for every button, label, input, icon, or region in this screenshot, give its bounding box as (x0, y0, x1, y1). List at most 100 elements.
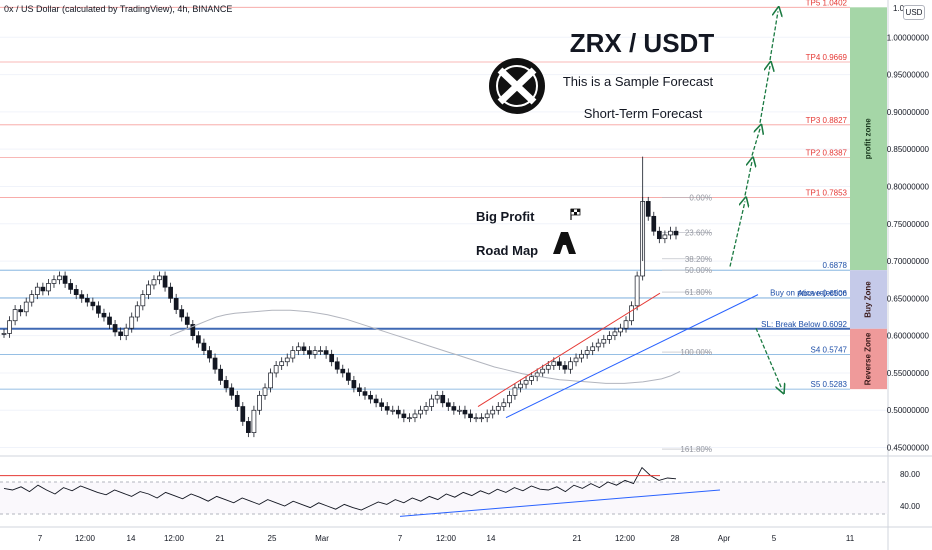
price-tick: 0.95000000 (887, 71, 930, 80)
candle-body (551, 361, 557, 366)
candle-body (357, 387, 362, 392)
candle-body (323, 350, 329, 355)
candle-body (307, 350, 312, 355)
fib-label: 38.20% (685, 255, 712, 264)
price-tick: 0.55000000 (887, 369, 930, 378)
level-label: Buy on price rejection (770, 288, 847, 297)
candle-body (584, 350, 590, 355)
candle-body (134, 305, 140, 318)
time-tick: 12:00 (164, 534, 185, 543)
candle-body (146, 284, 151, 295)
chart-title: ZRX / USDT (570, 28, 715, 58)
candle-body (651, 215, 657, 232)
fib-label: 161.80% (680, 445, 712, 454)
zone-label: Buy Zone (864, 281, 873, 318)
candle-body (168, 286, 173, 299)
candle-body (257, 394, 262, 411)
candle-body (240, 406, 246, 422)
level-label: TP2 0.8387 (806, 149, 848, 158)
candle-body (262, 387, 268, 396)
time-axis: 7 12:00 14 12:00 21 25 Mar 7 12:00 14 21 12:00 28 Apr… (38, 534, 855, 543)
candle-body (295, 346, 301, 351)
candle-body (107, 316, 112, 325)
candle-body (212, 357, 218, 370)
candle-body (668, 230, 673, 236)
candle-body (595, 342, 601, 348)
candle-body (318, 350, 323, 352)
candle-body (1, 333, 7, 335)
candle-body (445, 402, 451, 407)
time-tick: 12:00 (436, 534, 457, 543)
flag-icon (570, 208, 581, 220)
rsi-pane: 80.00 40.00 (0, 466, 921, 517)
candle-body (112, 324, 118, 333)
candle-body (62, 275, 68, 284)
candle-body (173, 298, 179, 310)
candle-body (490, 409, 496, 415)
candle-body (29, 294, 35, 303)
candle-body (673, 230, 679, 236)
candle-body (268, 372, 273, 389)
candle-body (129, 316, 135, 329)
candle-body (568, 361, 573, 370)
level-label: TP4 0.9669 (806, 53, 848, 62)
time-tick: 5 (772, 534, 777, 543)
road-line-2: Road Map (476, 243, 538, 258)
channel-upper (477, 292, 661, 407)
candle-body (523, 380, 529, 385)
moving-average-line (169, 309, 681, 384)
candle-body (251, 409, 257, 433)
candle-body (362, 391, 368, 396)
candle-body (123, 327, 129, 337)
time-tick: 11 (846, 534, 855, 543)
time-tick: 28 (671, 534, 680, 543)
candle-body (23, 301, 29, 313)
time-tick: 14 (127, 534, 136, 543)
zone-2 (850, 328, 887, 390)
time-tick: 12:00 (615, 534, 636, 543)
currency-button[interactable]: USD (903, 5, 925, 20)
candle-body (407, 417, 412, 420)
forecast-arrow (729, 201, 745, 267)
candle-body (440, 394, 446, 404)
candle-body (540, 368, 546, 374)
zone-label: profit zone (864, 118, 873, 159)
logo-cross (497, 67, 537, 105)
candle-body (451, 406, 457, 411)
price-tick: 0.85000000 (887, 145, 930, 154)
logo-ring (496, 65, 538, 107)
candle-body (96, 305, 101, 314)
candle-body (612, 331, 618, 337)
price-tick: 0.80000000 (887, 182, 930, 191)
candle-body (290, 350, 296, 359)
candle-body (46, 283, 51, 292)
candle-body (79, 294, 85, 299)
pair-info: 0x / US Dollar (calculated by TradingVie… (4, 4, 233, 14)
candle-body (518, 383, 523, 389)
chart-subtitle-2: Short-Term Forecast (584, 106, 703, 121)
candle-body (190, 324, 196, 337)
candle-body (57, 275, 62, 281)
forecast-arrow (769, 11, 778, 61)
level-label: SL: Break Below 0.6092 (761, 320, 847, 329)
price-tick: 0.60000000 (887, 332, 930, 341)
candle-body (495, 406, 501, 411)
candle-body (590, 346, 596, 351)
candle-body (284, 357, 290, 363)
rsi-tick: 40.00 (900, 502, 921, 511)
candle-body (329, 353, 335, 363)
candle-body (7, 320, 12, 334)
rsi-line (3, 466, 677, 511)
fib: 0.00% 23.60% 38.20% 50.00% 61.80% 100.00% 161.… (662, 193, 712, 454)
candle-body (429, 398, 434, 407)
price-tick: 0.50000000 (887, 406, 930, 415)
candle-body (201, 342, 207, 351)
candle-body (90, 301, 96, 307)
flag-check (574, 212, 577, 215)
candle-body (601, 339, 607, 344)
candle-body (340, 368, 346, 374)
price-tick: 0.70000000 (887, 257, 930, 266)
candle-body (73, 289, 79, 295)
time-tick: 7 (398, 534, 403, 543)
